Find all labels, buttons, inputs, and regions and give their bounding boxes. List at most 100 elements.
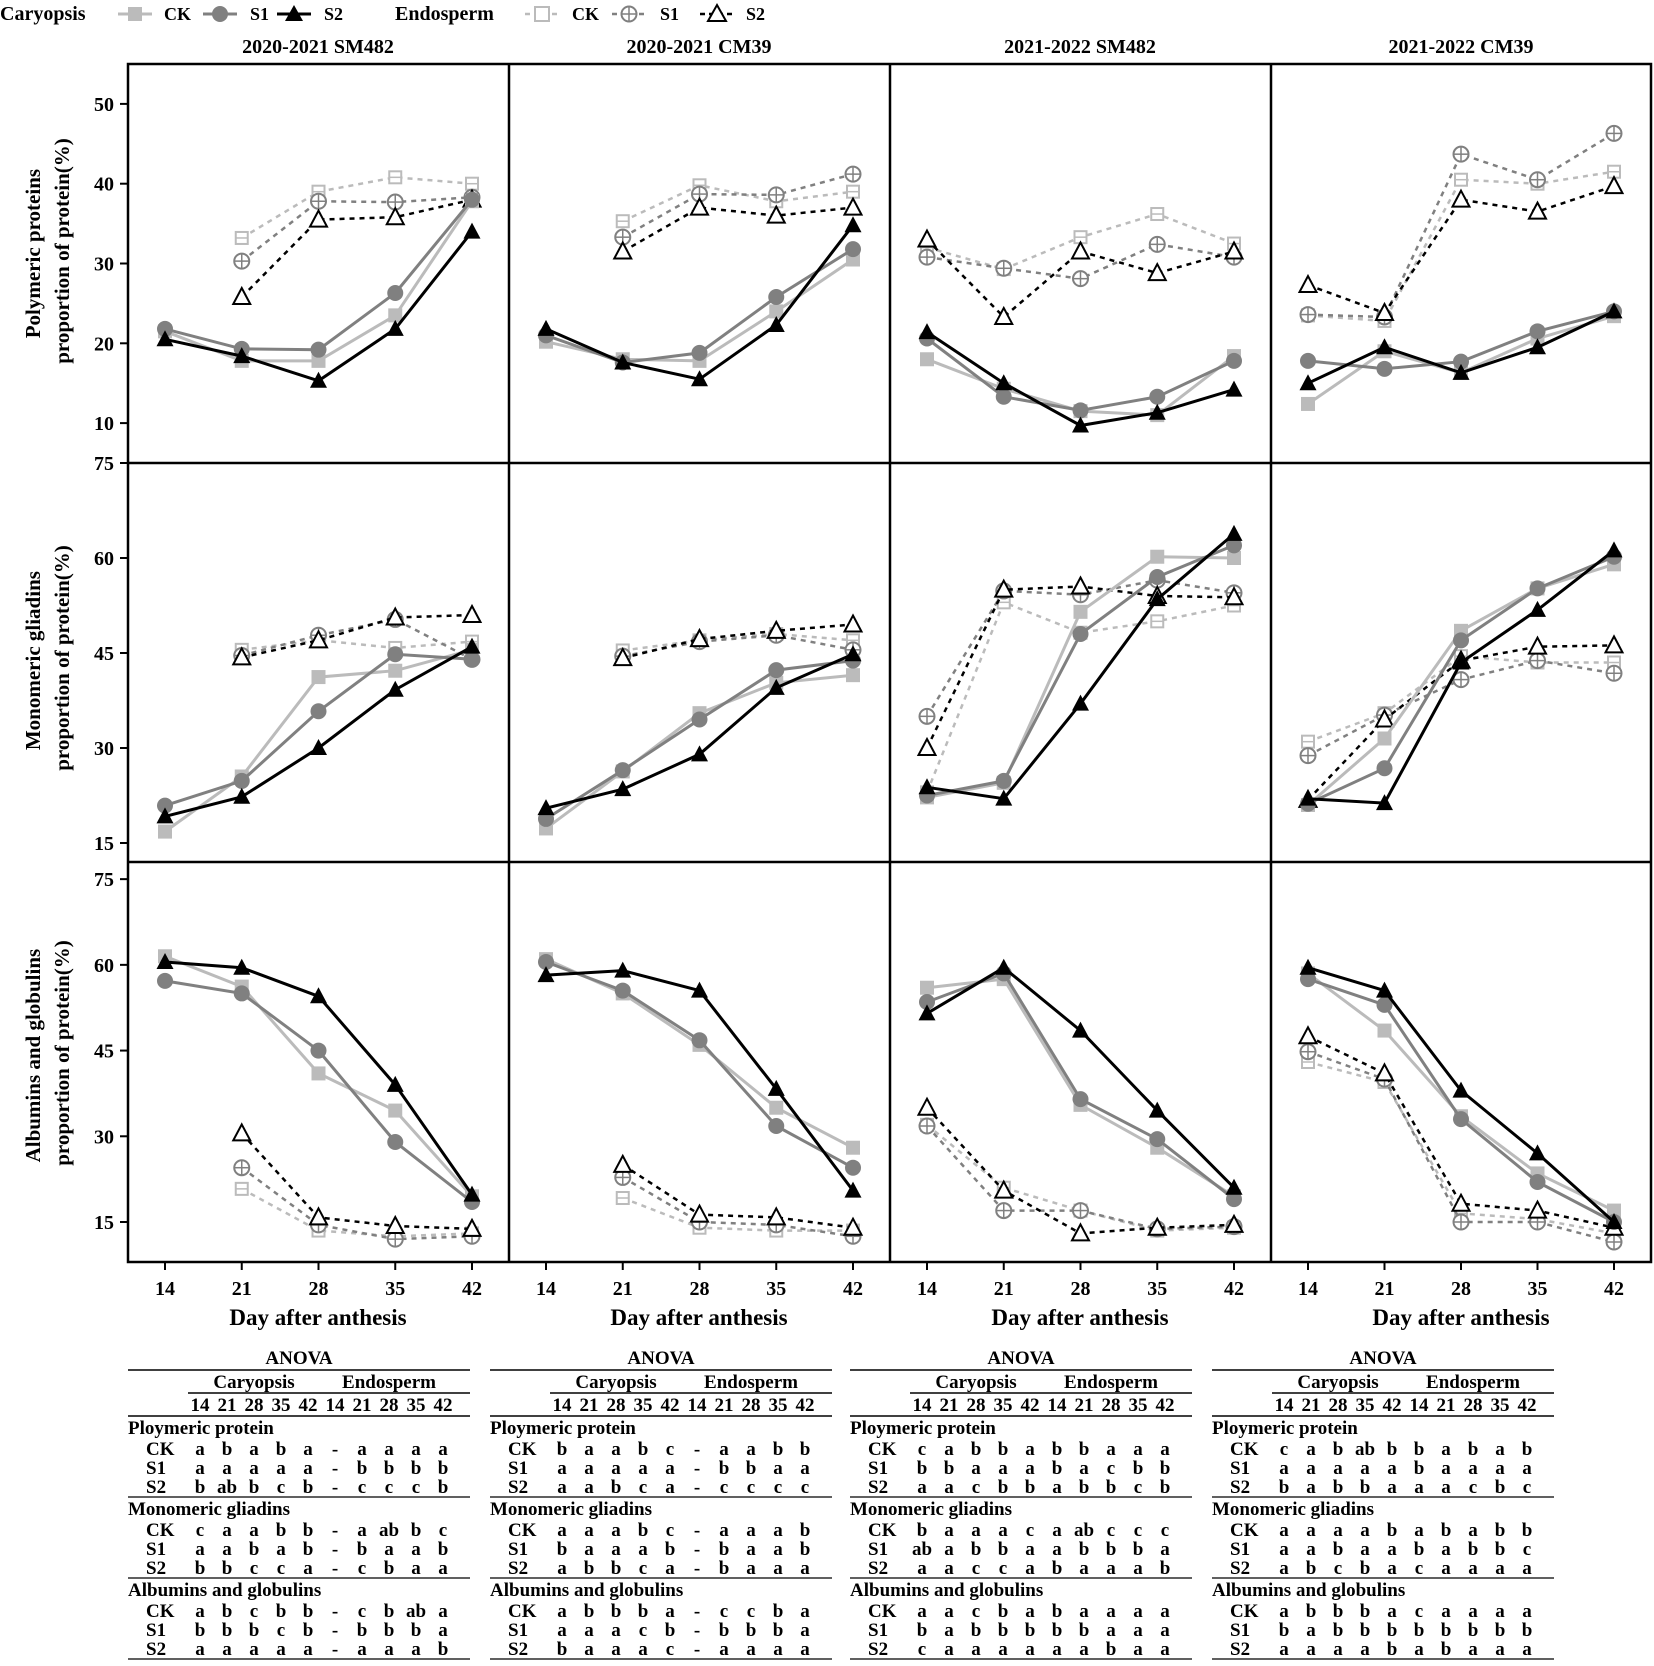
marker-s2 <box>1529 600 1546 617</box>
anova-cell: b <box>611 1477 622 1498</box>
anova-cell: a <box>1414 1477 1424 1498</box>
data-point <box>386 319 404 336</box>
anova-cell: a <box>1106 1558 1116 1579</box>
legend-caryopsis-s1: S1 <box>203 4 269 24</box>
series-line <box>1299 541 1623 811</box>
data-point <box>766 1206 787 1226</box>
marker-s2 <box>995 958 1013 975</box>
row-title-polymeric-line1: Polymeric proteins <box>21 169 45 338</box>
marker-s2 <box>233 958 251 975</box>
anova-group-endosperm: Endosperm <box>1064 1372 1158 1393</box>
row-title-monomeric: Monomeric gliadins proportion of protein… <box>21 545 74 771</box>
anova-row-name: CK <box>868 1439 897 1460</box>
anova-day: 14 <box>191 1395 211 1416</box>
anova-cell: c <box>1107 1520 1115 1541</box>
anova-cell: b <box>276 1439 287 1460</box>
data-point <box>1072 694 1089 711</box>
series-path <box>622 634 854 658</box>
marker-s2 <box>1072 694 1089 711</box>
marker-s1 <box>310 341 327 358</box>
anova-cell: a <box>944 1558 954 1579</box>
anova-cell: a <box>1441 1439 1451 1460</box>
anova-cell: a <box>800 1558 810 1579</box>
data-point <box>1605 124 1623 142</box>
anova-cell: b <box>1333 1620 1344 1641</box>
anova-day: 14 <box>913 1395 933 1416</box>
marker-s2 <box>1605 302 1623 319</box>
marker-s2 <box>463 637 481 654</box>
data-point <box>1529 600 1546 617</box>
data-point <box>1605 541 1623 558</box>
anova-day: 42 <box>1383 1395 1402 1416</box>
anova-day: 21 <box>940 1395 959 1416</box>
anova-cell: a <box>773 1639 783 1660</box>
anova-section-title: Albumins and globulins <box>490 1580 683 1601</box>
series-line <box>1299 958 1623 1229</box>
x-tick-label: 42 <box>1604 1278 1624 1300</box>
data-point <box>1453 632 1469 649</box>
anova-cell: a <box>944 1601 954 1622</box>
anova-cell: a <box>611 1639 621 1660</box>
data-point <box>1603 634 1625 654</box>
marker-s2 <box>1376 794 1393 811</box>
marker-ck <box>1073 604 1088 619</box>
anova-title: ANOVA <box>627 1348 694 1369</box>
anova-cell: a <box>195 1458 205 1479</box>
series-line <box>1300 303 1622 377</box>
marker-s2-open <box>1147 1216 1168 1236</box>
marker-s1 <box>157 972 173 989</box>
x-tick-label: 35 <box>385 1278 405 1300</box>
anova-cell: c <box>918 1439 926 1460</box>
data-point <box>691 344 708 361</box>
data-point <box>233 772 250 789</box>
marker-s2-open <box>612 1153 633 1173</box>
anova-cell: a <box>357 1520 367 1541</box>
anova-cell: b <box>195 1620 206 1641</box>
marker-s2-open <box>1450 188 1472 208</box>
x-tick-label: 28 <box>1451 1278 1471 1300</box>
data-point <box>310 1042 327 1059</box>
anova-row-name: S1 <box>1230 1458 1250 1479</box>
anova-cell: a <box>638 1539 648 1560</box>
anova-cell: a <box>611 1520 621 1541</box>
series-line <box>918 323 1243 433</box>
anova-cell: b <box>557 1639 568 1660</box>
data-point <box>1450 188 1472 208</box>
anova-cell: b <box>357 1458 368 1479</box>
anova-cell: a <box>1495 1639 1505 1660</box>
anova-row-name: S1 <box>868 1539 888 1560</box>
marker-s2 <box>844 216 862 233</box>
legend-endosperm-ck: CK <box>525 4 599 24</box>
marker-s2 <box>537 966 555 983</box>
data-point <box>156 330 174 347</box>
anova-cell: b <box>971 1620 982 1641</box>
marker-s2 <box>691 981 708 998</box>
anova-cell: b <box>998 1439 1009 1460</box>
anova-cell: a <box>222 1458 232 1479</box>
anova-cell: a <box>584 1620 594 1641</box>
anova-cell: a <box>1106 1601 1116 1622</box>
anova-cell: a <box>584 1539 594 1560</box>
series-path <box>240 198 473 298</box>
anova-section-title: Monomeric gliadins <box>850 1499 1012 1520</box>
marker-s2-open <box>1070 1222 1091 1242</box>
anova-cell: c <box>277 1477 285 1498</box>
data-point <box>1529 580 1546 597</box>
data-point <box>767 315 785 332</box>
series-line <box>614 626 862 665</box>
anova-cell: a <box>1387 1539 1397 1560</box>
marker-ck <box>311 1066 326 1081</box>
data-point <box>846 668 860 683</box>
anova-cell: c <box>412 1477 420 1498</box>
marker-s1 <box>919 994 935 1010</box>
data-point <box>1452 1081 1470 1098</box>
anova-section-title: Albumins and globulins <box>128 1580 321 1601</box>
marker-s2 <box>1299 789 1317 806</box>
data-point <box>766 204 787 224</box>
data-point <box>231 285 252 306</box>
anova-cell: c <box>1280 1439 1288 1460</box>
marker-s2 <box>156 807 174 824</box>
anova-cell: b <box>1160 1558 1171 1579</box>
anova-cell: b <box>1279 1620 1290 1641</box>
anova-cell: a <box>411 1639 421 1660</box>
